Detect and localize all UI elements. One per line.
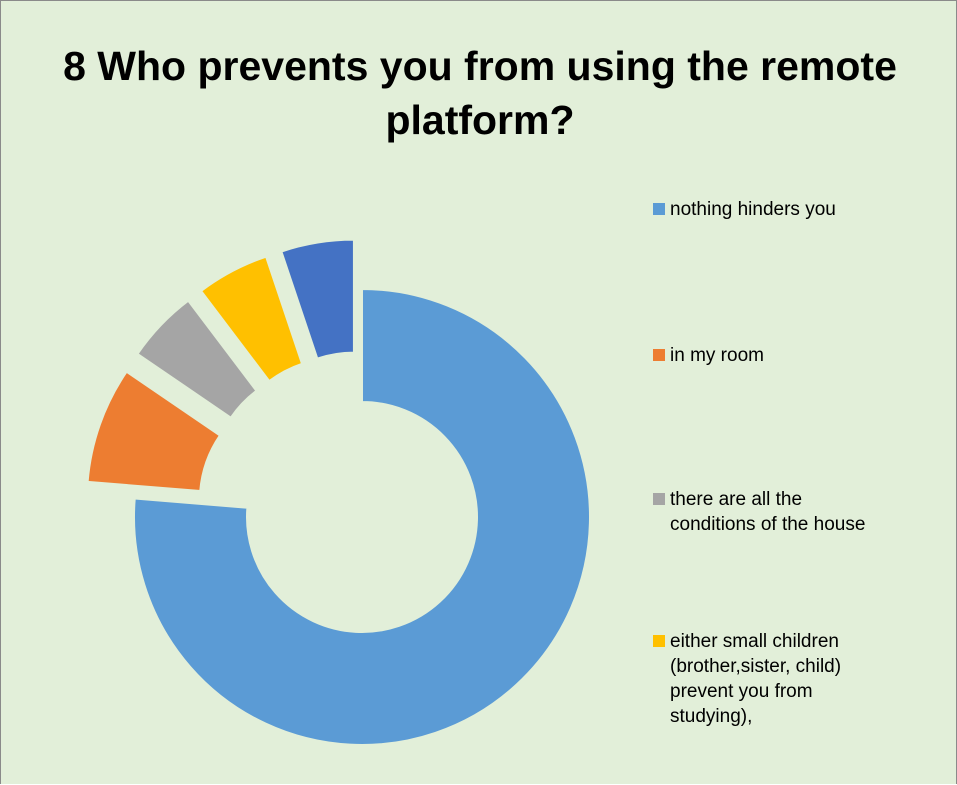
donut-slice — [86, 370, 222, 493]
donut-slice — [136, 299, 258, 420]
legend-label: nothing hinders you — [670, 199, 836, 220]
legend-item: nothing hinders you — [653, 197, 940, 222]
legend-swatch — [653, 203, 665, 215]
legend-swatch — [653, 635, 665, 647]
donut-slice — [199, 255, 304, 383]
legend-item: there are all the conditions of the hous… — [653, 487, 870, 537]
legend-swatch — [653, 493, 665, 505]
donut-slice — [280, 238, 355, 360]
chart-title: 8 Who prevents you from using the remote… — [63, 43, 897, 143]
legend-item: either small children (brother,sister, c… — [653, 629, 870, 729]
donut-slice — [133, 287, 591, 746]
legend-item: in my room — [653, 343, 940, 368]
legend-label: either small children (brother,sister, c… — [670, 631, 842, 727]
legend-swatch — [653, 349, 665, 361]
legend-label: there are all the conditions of the hous… — [670, 489, 866, 535]
legend-label: in my room — [670, 345, 764, 366]
